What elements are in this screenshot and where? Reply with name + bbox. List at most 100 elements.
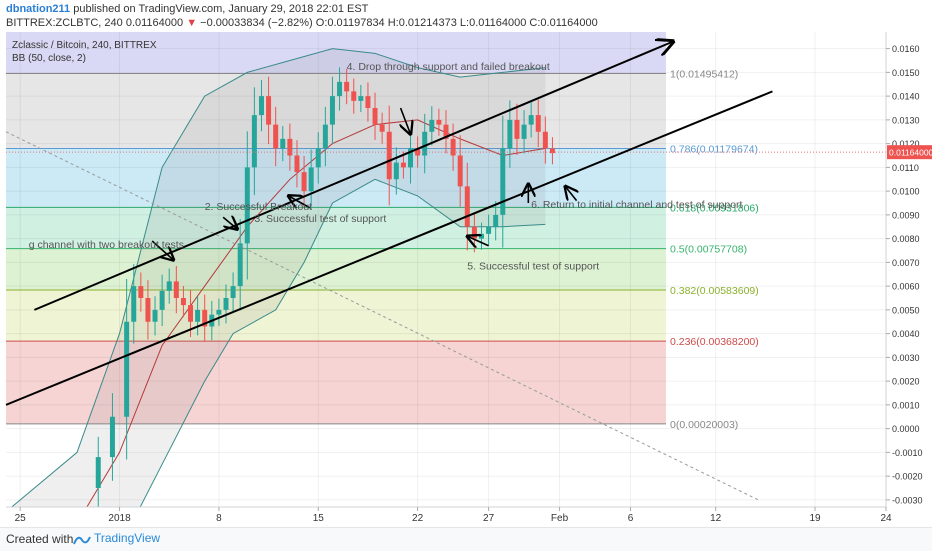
author-link[interactable]: dbnation211 [6,3,71,15]
fibonacci-levels: 1(0.01495412) 0.786(0.01179674) 0.618(0.00… [6,68,759,431]
time-tick-label: 24 [880,513,892,524]
fib-zone [6,148,666,208]
candle-body [358,96,364,101]
tradingview-brand-link[interactable]: TradingView [94,531,161,545]
candle-body [379,124,385,132]
candle-body [521,124,527,139]
candle-body [216,309,222,315]
candle-body [315,148,321,168]
chart-legend-title: Zclassic / Bitcoin, 240, BITTREX [12,40,157,51]
candle-body [386,131,392,180]
candle-body [223,298,229,310]
price-tick-label: 0.0070 [892,258,920,268]
candle-body [237,243,243,287]
candle-body [400,162,406,168]
annotation-text: 5. Successful test of support [467,261,599,273]
channel-trendline [33,42,673,311]
candle-body [308,167,314,192]
time-tick-label: 15 [313,513,325,524]
candle-body [408,148,414,168]
annotation-text: 3. Successful test of support [254,213,386,225]
price-tick-label: 0.0080 [892,234,920,244]
annotation-arrow [565,186,576,202]
price-axis-ticks[interactable]: 0.0160 0.0150 0.0140 0.0130 0.0120 0.0110 0.01… [886,44,932,505]
footer-bar: Created with TradingView [0,527,932,551]
candlestick-series [95,67,555,507]
candle-body [337,81,343,97]
candle-body [138,286,144,298]
candle-body [159,290,165,310]
candle-body [365,96,371,108]
candle-body [95,457,101,488]
candle-body [478,233,484,239]
annotation-text: 4. Drop through support and failed break… [347,61,550,73]
candle-body [372,108,378,125]
fib-level-label: 0(0.00020003) [670,419,738,431]
candle-body [173,281,179,298]
annotation-text: 2. Successful Breakout [205,201,312,213]
fib-zone [6,207,666,249]
candle-body [351,91,357,101]
annotation-arrow [401,107,411,134]
chart-header: dbnation211 published on TradingView.com… [0,0,932,32]
candle-body [251,115,257,168]
chart-legend-indicator: BB (50, close, 2) [12,53,86,64]
price-change: −0.00033834 (−2.82%) [200,17,313,29]
candle-body [145,298,151,322]
candle-body [471,226,477,239]
price-tick-label: 0.0020 [892,377,920,387]
channel-trendline [5,90,773,406]
price-tick-label: 0.0140 [892,92,920,102]
time-tick-label: 22 [412,513,424,524]
candle-body [344,81,350,92]
fib-level-label: 0.618(0.00931806) [670,202,759,214]
candle-body [486,226,492,234]
annotation-arrow [288,196,311,208]
candle-body [542,131,548,149]
time-tick-label: 25 [15,513,27,524]
price-chart[interactable]: 1(0.01495412) 0.786(0.01179674) 0.618(0.00… [0,32,932,527]
time-tick-label: 27 [483,513,495,524]
price-tick-label: 0.0100 [892,187,920,197]
down-arrow-icon: ▼ [186,17,198,29]
candle-body [464,186,470,227]
candle-body [301,172,307,192]
fib-level-label: 1(0.01495412) [670,68,738,80]
price-tick-label: 0.0130 [892,115,920,125]
annotation-text: g channel with two breakout tests [29,239,184,251]
candle-body [528,115,534,125]
channel-trendlines[interactable] [5,42,773,406]
time-tick-label: 6 [628,513,634,524]
candle-body [507,119,513,149]
time-tick-label: Feb [551,513,569,524]
candle-body [280,138,286,149]
time-axis-ticks[interactable]: 25 2018 8 15 22 27 Feb 6 12 19 24 [15,507,892,524]
candle-body [287,138,293,156]
bollinger-upper-band [10,48,546,507]
candle-body [549,148,555,154]
time-tick-label: 19 [809,513,821,524]
candle-body [202,309,208,327]
candle-body [535,115,541,132]
candle-body [514,119,520,139]
publish-line: dbnation211 published on TradingView.com… [6,3,368,15]
candle-body [457,155,463,187]
price-axis-background [886,32,932,507]
candle-body [493,214,499,227]
candle-body [294,155,300,173]
last-price: 0.01164000 [125,17,184,29]
candle-body [124,321,130,417]
candle-body [500,148,506,215]
time-tick-label: 12 [710,513,722,524]
price-tick-label: -0.0010 [892,448,923,458]
fib-zone-top [6,32,666,74]
current-price-tag [887,145,932,160]
fib-level-label: 0.382(0.00583609) [670,285,759,297]
price-tick-label: 0.0060 [892,282,920,292]
candle-body [131,286,137,322]
candle-body [429,119,435,132]
price-tick-label: 0.0030 [892,353,920,363]
price-tick-label: 0.0010 [892,400,920,410]
bollinger-lower-band [139,178,546,507]
price-tick-label: -0.0030 [892,495,923,505]
